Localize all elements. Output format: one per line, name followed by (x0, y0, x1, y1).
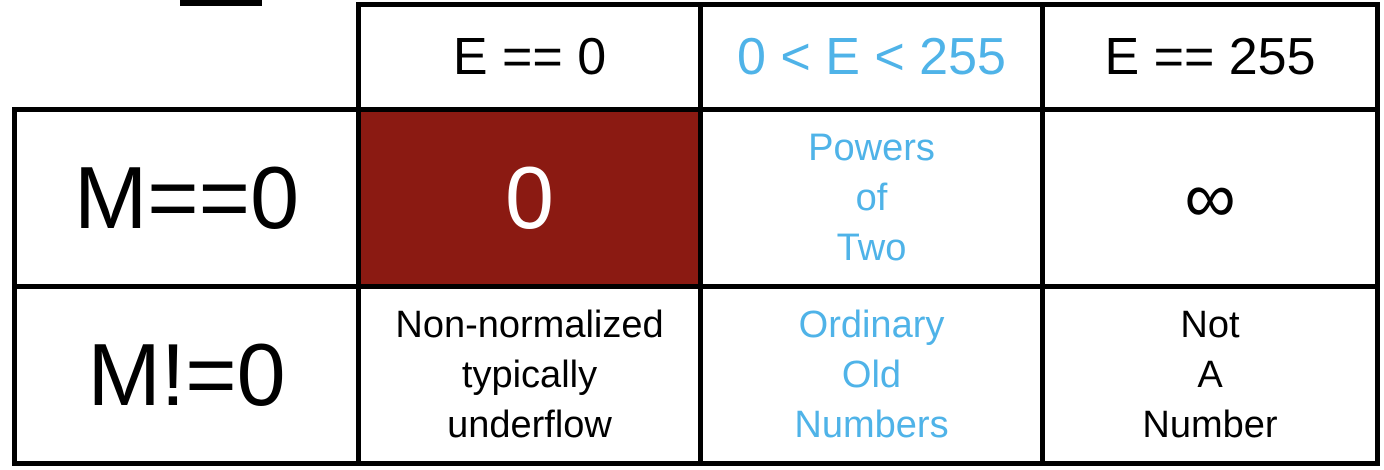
col-header-label: E == 255 (1104, 28, 1316, 86)
infinity-symbol: ∞ (1184, 158, 1236, 238)
row-header-m-zero: M==0 (12, 107, 361, 289)
cell-zero: 0 (356, 107, 703, 289)
cell-line: typically (461, 354, 598, 396)
col-header-e-zero: E == 0 (356, 2, 703, 112)
cell-not-a-number: Not A Number (1040, 284, 1380, 466)
cell-infinity: ∞ (1040, 107, 1380, 289)
cell-line: 0 (505, 148, 554, 247)
cell-line: A (1197, 354, 1223, 396)
cell-ordinary-numbers: Ordinary Old Numbers (698, 284, 1045, 466)
cell-line: underflow (447, 404, 612, 446)
row-header-m-nonzero: M!=0 (12, 284, 361, 466)
cell-line: Numbers (794, 404, 949, 446)
cell-line: Old (841, 354, 902, 396)
cell-line: of (855, 177, 888, 219)
col-header-label: 0 < E < 255 (737, 28, 1006, 86)
cell-line: Number (1142, 404, 1278, 446)
row-header-label: M!=0 (87, 325, 286, 424)
row-header-label: M==0 (73, 148, 300, 247)
col-header-label: E == 0 (452, 28, 607, 86)
cell-line: Powers (808, 127, 935, 169)
cell-denormalized: Non-normalized typically underflow (356, 284, 703, 466)
cell-line: Not (1180, 304, 1240, 346)
top-rule-fragment (180, 0, 262, 6)
cell-powers-of-two: Powers of Two (698, 107, 1045, 289)
cell-line: Two (836, 227, 907, 269)
col-header-e-normal: 0 < E < 255 (698, 2, 1045, 112)
col-header-e-max: E == 255 (1040, 2, 1380, 112)
cell-line: Ordinary (798, 304, 945, 346)
cell-line: Non-normalized (395, 304, 664, 346)
